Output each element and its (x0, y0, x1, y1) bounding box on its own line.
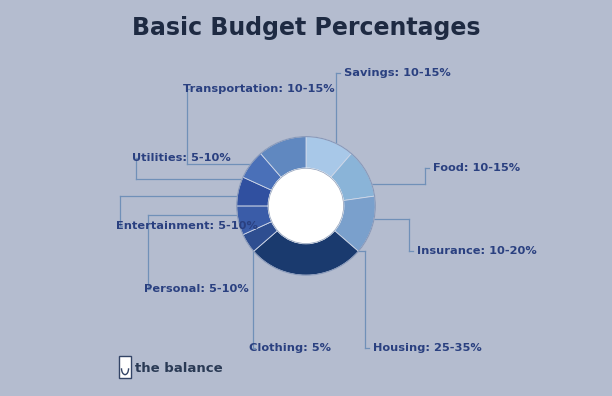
Text: Housing: 25-35%: Housing: 25-35% (373, 343, 482, 354)
Wedge shape (306, 137, 351, 177)
Text: Utilities: 5-10%: Utilities: 5-10% (132, 153, 231, 164)
Circle shape (269, 168, 343, 244)
Text: Insurance: 10-20%: Insurance: 10-20% (417, 246, 537, 257)
Text: Transportation: 10-15%: Transportation: 10-15% (183, 84, 335, 94)
Wedge shape (261, 137, 306, 177)
Wedge shape (253, 230, 359, 275)
Text: Food: 10-15%: Food: 10-15% (433, 163, 520, 173)
Wedge shape (237, 177, 272, 206)
Wedge shape (243, 221, 278, 251)
Text: Basic Budget Percentages: Basic Budget Percentages (132, 16, 480, 40)
Text: Personal: 5-10%: Personal: 5-10% (144, 284, 248, 294)
Wedge shape (330, 154, 375, 200)
Wedge shape (237, 206, 272, 235)
Wedge shape (243, 154, 282, 190)
Text: Clothing: 5%: Clothing: 5% (248, 343, 330, 354)
Wedge shape (334, 196, 375, 251)
FancyBboxPatch shape (119, 356, 130, 378)
Text: Savings: 10-15%: Savings: 10-15% (343, 68, 450, 78)
Text: the balance: the balance (135, 362, 223, 375)
Text: Entertainment: 5-10%: Entertainment: 5-10% (116, 221, 258, 231)
